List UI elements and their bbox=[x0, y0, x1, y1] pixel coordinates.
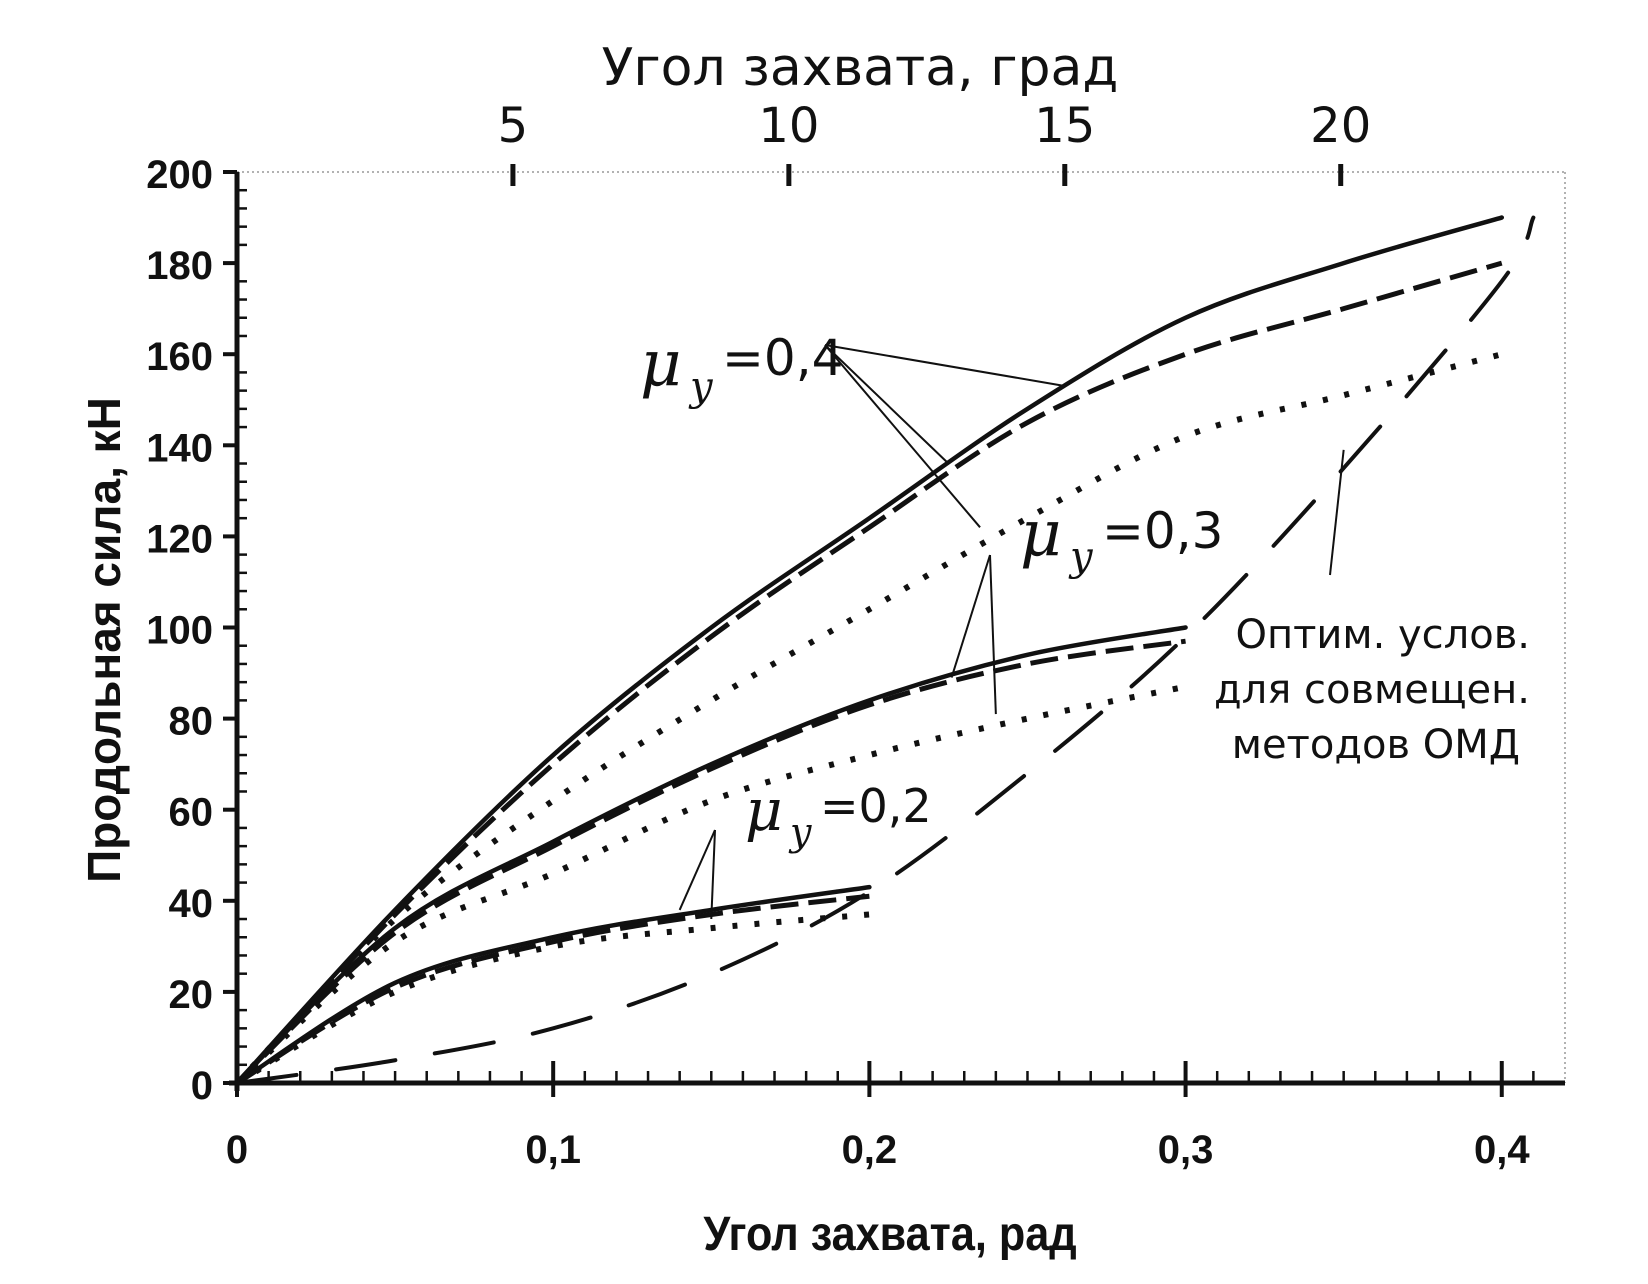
annotation-mu04-symbol: μ bbox=[640, 327, 682, 401]
x-tick-label: 0 bbox=[226, 1128, 248, 1172]
x2-tick-label: 20 bbox=[1310, 98, 1371, 154]
y-tick-label: 80 bbox=[169, 700, 214, 744]
y-tick-label: 20 bbox=[169, 973, 214, 1017]
leader-mu03-dotted bbox=[989, 554, 997, 715]
annotation-mu03: μ y =0,3 bbox=[1020, 497, 1223, 580]
annotation-mu02-value: =0,2 bbox=[820, 779, 932, 833]
series-layer bbox=[234, 215, 1536, 1086]
x-tick-label: 0,3 bbox=[1158, 1128, 1214, 1172]
series-mu02-dashed bbox=[235, 893, 870, 1086]
y-tick-label: 160 bbox=[146, 335, 213, 379]
leader-mu04-solid bbox=[824, 344, 1066, 388]
y-tick-label: 180 bbox=[146, 244, 213, 288]
series-mu03-dashed bbox=[235, 638, 1186, 1085]
series-optimal-longdash bbox=[235, 215, 1536, 1085]
leader-mu02-dashed bbox=[710, 829, 716, 920]
x2-axis-label: Угол захвата, град bbox=[602, 38, 1119, 98]
annotation-mu03-value: =0,3 bbox=[1102, 502, 1223, 560]
annotation-mu04: μ y =0,4 bbox=[640, 327, 843, 410]
annotation-leaders bbox=[678, 344, 1345, 920]
axis-ticks: 0 20 40 60 80 100 120 140 160 180 200 0 0,1 0,2 0,3 0,4… bbox=[146, 98, 1535, 1172]
y-tick-label: 60 bbox=[169, 791, 214, 835]
y-axis-label: Продольная сила, кН bbox=[78, 397, 130, 883]
leader-optimal bbox=[1329, 449, 1345, 576]
series-mu03-solid bbox=[234, 625, 1188, 1086]
annotation-optimal-line-3: методов ОМД bbox=[1232, 722, 1520, 768]
annotation-mu04-value: =0,4 bbox=[722, 329, 843, 387]
annotation-optimal-line-2: для совмещен. bbox=[1214, 667, 1530, 713]
series-mu03-dotted bbox=[235, 683, 1187, 1086]
y-tick-label: 40 bbox=[169, 882, 214, 926]
series-mu02-dotted bbox=[235, 911, 870, 1086]
annotation-mu02-symbol: μ bbox=[745, 776, 783, 844]
annotation-mu02: μ y =0,2 bbox=[745, 776, 932, 854]
leader-mu02-solid bbox=[678, 829, 716, 911]
x2-tick-label: 5 bbox=[498, 98, 529, 154]
y-tick-label: 120 bbox=[146, 517, 213, 561]
series-mu04-solid bbox=[234, 215, 1505, 1086]
series-mu04-dotted bbox=[234, 351, 1503, 1086]
annotation-optimal: Оптим. услов. для совмещен. методов ОМД bbox=[1214, 612, 1530, 768]
series-mu02-solid bbox=[234, 884, 872, 1086]
y-tick-label: 100 bbox=[146, 609, 213, 653]
leader-mu03-solid bbox=[950, 554, 991, 678]
series-mu04-dashed bbox=[235, 260, 1503, 1085]
y-tick-label: 200 bbox=[146, 153, 213, 197]
annotation-optimal-line-1: Оптим. услов. bbox=[1235, 612, 1530, 658]
annotation-mu04-subscript: y bbox=[688, 364, 714, 410]
x-tick-label: 0,1 bbox=[525, 1128, 581, 1172]
x2-tick-label: 15 bbox=[1034, 98, 1095, 154]
leader-mu04-dotted bbox=[824, 344, 981, 528]
x-axis-label: Угол захвата, рад bbox=[703, 1207, 1076, 1261]
x-tick-label: 0,4 bbox=[1474, 1128, 1530, 1172]
annotation-mu03-subscript: y bbox=[1068, 534, 1094, 580]
y-tick-label: 0 bbox=[191, 1064, 213, 1108]
y-tick-label: 140 bbox=[146, 426, 213, 470]
annotation-mu03-symbol: μ bbox=[1020, 497, 1062, 571]
x-tick-label: 0,2 bbox=[842, 1128, 898, 1172]
x2-tick-label: 10 bbox=[758, 98, 819, 154]
annotation-mu02-subscript: y bbox=[788, 810, 812, 854]
leader-mu04-dashed bbox=[824, 344, 950, 465]
